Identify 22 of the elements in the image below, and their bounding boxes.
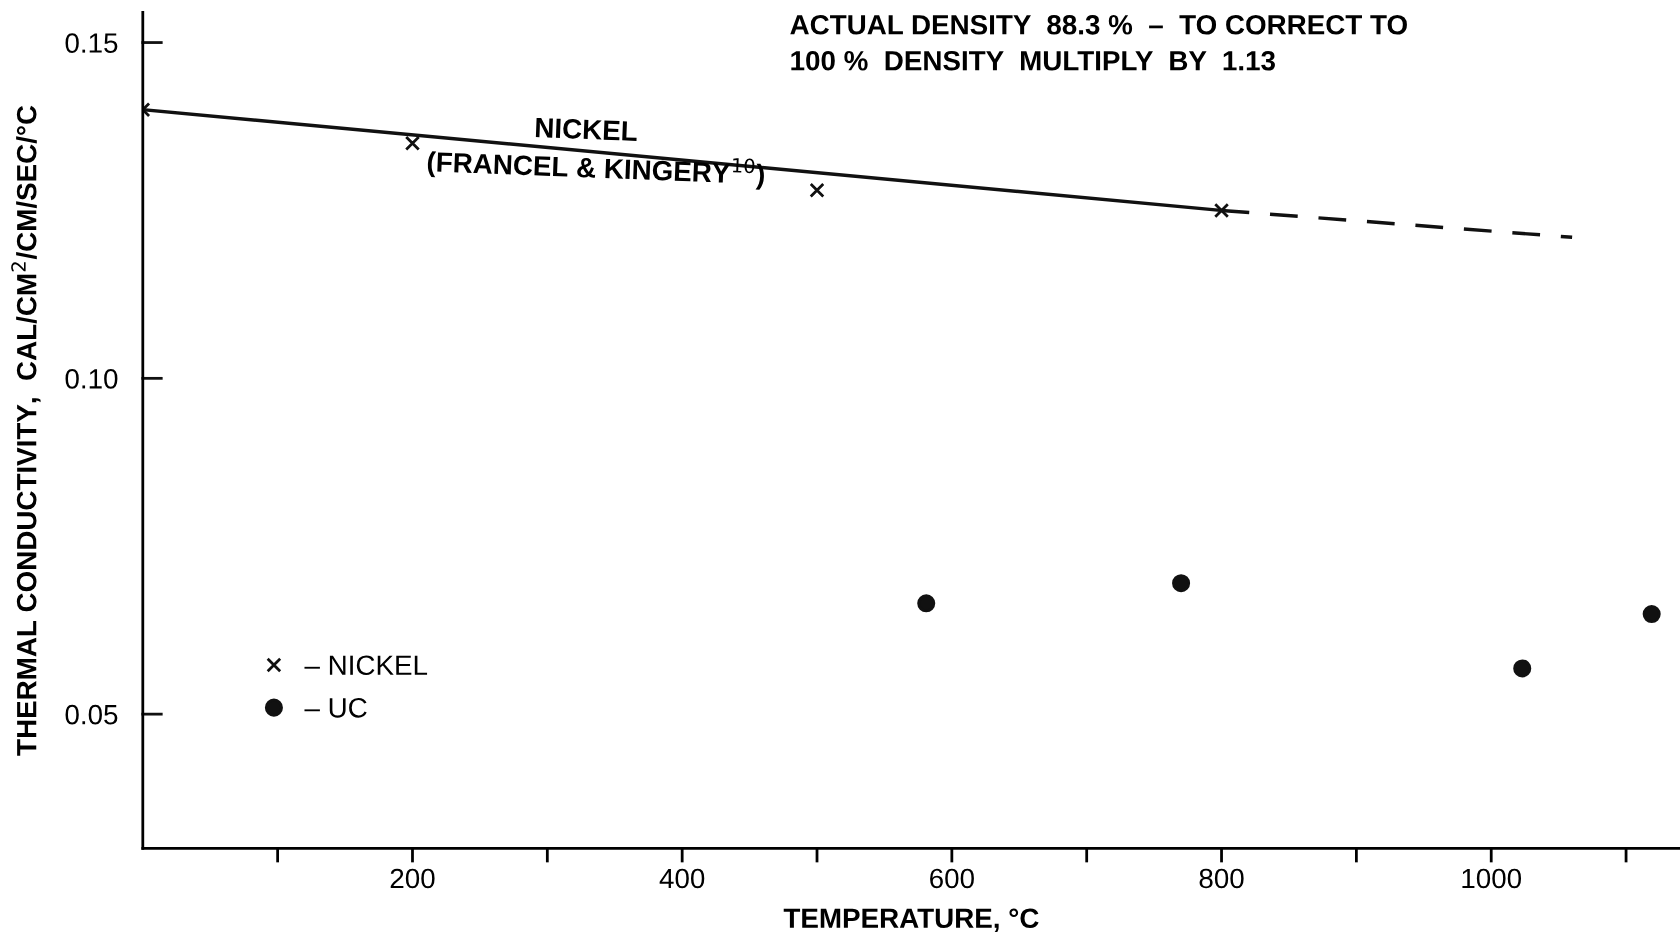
point [917,594,936,613]
x-tick-label: 600 [930,868,974,889]
point [1213,202,1230,219]
y-axis-title: THERMAL CONDUCTIVITY, CAL/CM$^{2}$/CM/SEC/°C [11,105,41,756]
annotation: NICKEL [535,117,638,142]
point [1642,605,1661,624]
y-tick-label: 0.15 [65,33,118,53]
y-tick-label: 0.05 [65,704,118,725]
x-tick-label: 400 [659,868,705,889]
x-axis-title: TEMPERATURE, °C [783,908,1039,933]
legend-label: – UC [304,697,367,718]
annotation: ACTUAL DENSITY 88.3 % – TO CORRECT TO 100 % DENSITY MULTIPLY BY 1.13 [790,14,1407,71]
point [809,182,825,198]
x-tick-label: 200 [390,868,435,889]
annotation: (FRANCEL & KINGERY$^{10}$) [427,146,765,190]
point [1172,574,1191,593]
x-tick-label: 800 [1199,868,1244,889]
point [1513,659,1532,678]
point [404,135,421,151]
y-tick-label: 0.10 [65,369,118,389]
legend-label: – NICKEL [304,655,428,676]
x-tick-label: 1000 [1462,868,1522,889]
